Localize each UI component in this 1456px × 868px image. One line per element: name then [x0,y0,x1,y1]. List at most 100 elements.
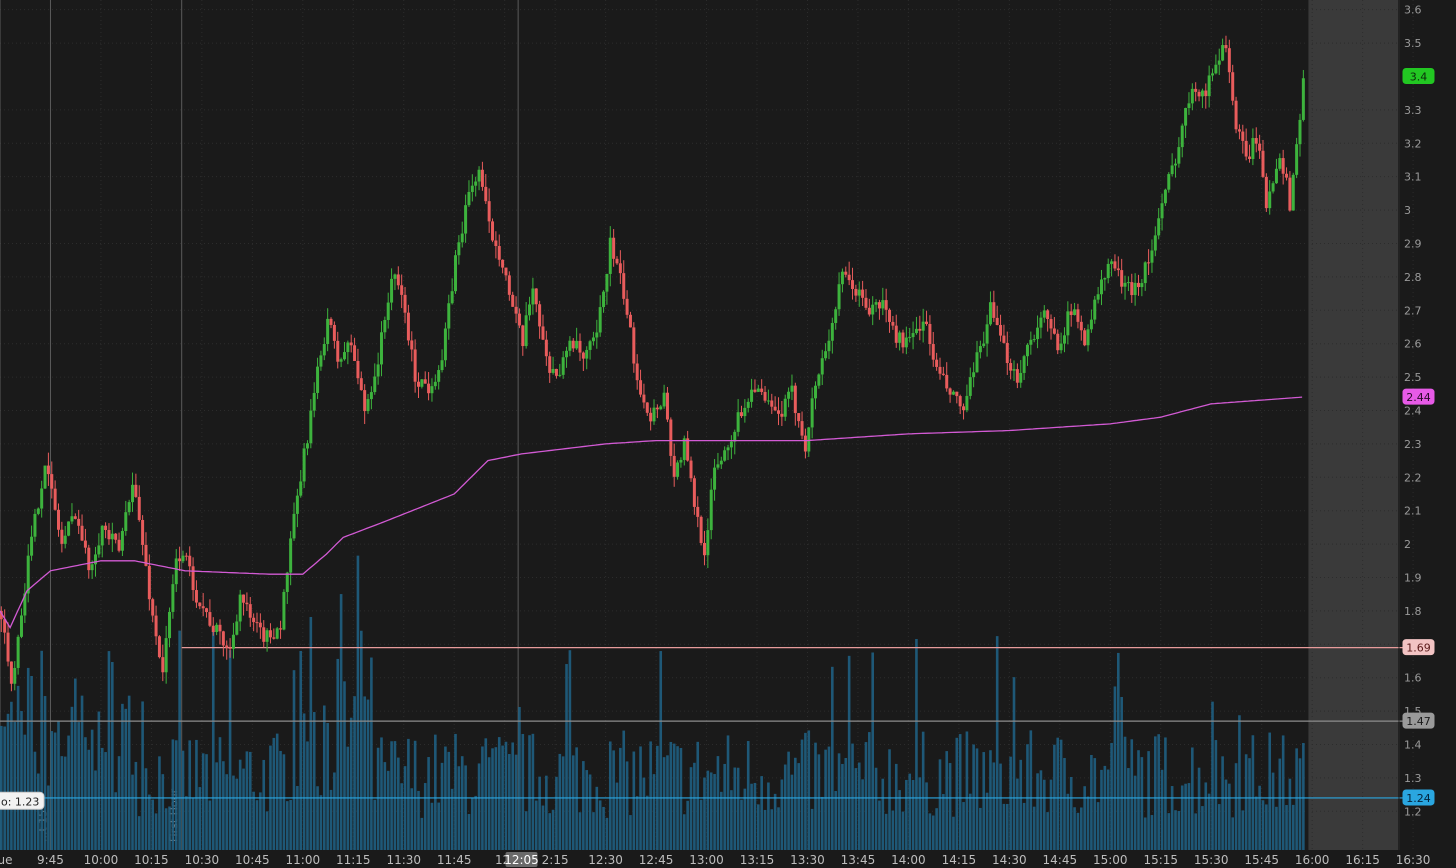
volume-bar [703,777,706,850]
volume-bar [905,779,908,850]
volume-bar [521,733,525,850]
candle-body [406,312,410,341]
volume-bar [343,681,346,850]
volume-bar [942,794,945,850]
candle-body [1274,168,1278,184]
volume-bar [191,797,195,850]
volume-bar [945,751,949,850]
volume-bar [1207,793,1211,850]
volume-bar [787,751,790,850]
candle-body [729,441,733,448]
volume-bar [100,747,104,850]
candle-body [94,554,98,565]
volume-bar [1100,769,1103,850]
price-tags: 3.4 2.44 1.69 1.47 1.24 [1402,67,1435,806]
volume-bar [612,750,615,850]
volume-bar [144,768,148,850]
x-tick-label: 13:30 [790,853,825,867]
volume-bar [164,808,168,850]
candle-body [1160,203,1164,219]
candle-body [0,610,3,620]
volume-bar [1157,734,1160,850]
volume-bar [299,650,303,850]
candle-body [1076,309,1080,322]
volume-bar [158,756,161,850]
volume-bar [1076,812,1080,850]
candle-body [1244,140,1248,157]
volume-bar [168,806,171,850]
volume-bar [831,666,834,850]
volume-bar [386,770,390,850]
volume-bar [174,740,178,850]
volume-bar [195,739,198,850]
candle-body [151,599,155,616]
candle-body [898,332,902,343]
candle-body [817,374,821,386]
candle-body [379,332,383,365]
candle-body [665,392,669,420]
volume-bar [767,782,770,850]
candle-body [713,467,717,490]
volume-bar [430,802,434,850]
y-tick-label: 1.9 [1404,571,1422,584]
candle-body [480,169,484,187]
candle-body [1110,261,1114,264]
candle-body [205,608,209,613]
candle-body [450,291,454,304]
candle-body [881,300,885,309]
volume-bar [1026,744,1029,850]
volume-bar [1174,810,1177,850]
candle-body [699,516,703,543]
candle-body [228,647,232,649]
volume-bar [817,754,821,850]
candle-body [77,518,81,526]
candle-body [477,169,481,182]
candle-body [353,345,357,361]
y-tick-label: 2.9 [1404,237,1422,250]
volume-bar [407,738,410,850]
candle-body [3,619,7,633]
volume-bar [992,762,996,850]
candle-body [265,630,269,642]
price-axis[interactable]: 3.6 3.5 3.3 3.2 3.1 3 2.9 2.8 2.7 2.6 2.5 2.4 2.3 2.2… [1398,0,1422,850]
candle-body [827,340,831,352]
volume-bar [47,785,50,850]
candle-body [305,443,309,449]
volume-bar [770,809,774,850]
candle-body [1254,138,1258,144]
volume-bar [201,753,205,850]
crosshair-time-box [505,852,538,867]
volume-bar [874,767,878,850]
candle-body [955,391,959,397]
volume-bar [471,798,474,850]
volume-bar [326,723,329,850]
volume-bar [222,761,225,850]
volume-bar [810,808,814,850]
price-tag [1402,639,1435,656]
volume-bar [1258,785,1261,850]
volume-bar [1143,817,1147,850]
volume-bar [689,767,693,850]
x-tick-label: 12:30 [588,853,623,867]
volume-bar [235,778,239,850]
x-tick-label: Tue [0,853,13,867]
x-tick-label: 16:15 [1345,853,1380,867]
time-axis[interactable]: Tue 9:45 10:00 10:15 10:30 10:45 11:00 11:15 11:… [0,852,1430,867]
volume-bar [894,763,898,850]
volume-bar [1194,813,1197,850]
y-tick-label: 3.5 [1404,37,1422,50]
candle-body [1073,309,1077,316]
candle-body [837,284,841,310]
volume-bar [578,812,582,850]
candle-body [181,555,185,562]
candle-body [302,448,306,482]
volume-bar [780,779,784,850]
candle-body [706,530,710,556]
volume-bars [0,555,1305,850]
volume-bar [1298,758,1302,850]
candle-body [316,366,320,393]
volume-bar [615,782,619,850]
x-tick-label: 10:00 [84,853,119,867]
volume-bar [686,800,689,850]
